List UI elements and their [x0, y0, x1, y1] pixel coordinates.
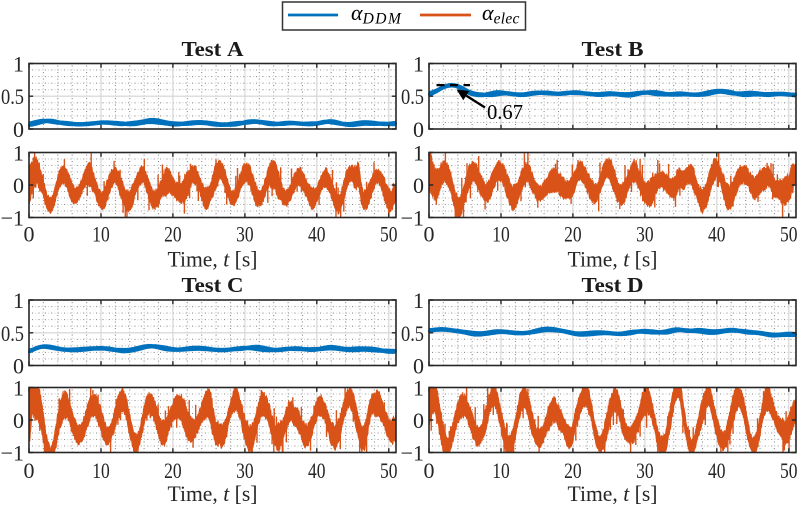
svg-text:0.5: 0.5 — [401, 84, 424, 109]
svg-text:−1: −1 — [401, 441, 424, 466]
svg-text:Time, t [s]: Time, t [s] — [168, 481, 258, 506]
svg-text:0.67: 0.67 — [487, 100, 523, 124]
svg-text:1: 1 — [413, 141, 424, 166]
svg-text:1: 1 — [13, 52, 24, 77]
svg-text:20: 20 — [164, 458, 182, 483]
svg-text:0: 0 — [413, 408, 424, 433]
svg-text:1: 1 — [13, 141, 24, 166]
svg-text:1: 1 — [13, 376, 24, 401]
svg-text:20: 20 — [164, 222, 182, 247]
svg-text:1: 1 — [413, 376, 424, 401]
svg-text:−1: −1 — [1, 441, 24, 466]
svg-text:Time, t [s]: Time, t [s] — [568, 481, 658, 506]
svg-text:0: 0 — [13, 173, 24, 198]
svg-text:Test A: Test A — [182, 37, 245, 61]
svg-text:Test C: Test C — [182, 273, 244, 297]
svg-text:10: 10 — [492, 222, 510, 247]
svg-text:30: 30 — [236, 458, 254, 483]
svg-text:40: 40 — [308, 222, 326, 247]
svg-text:10: 10 — [92, 458, 110, 483]
svg-text:40: 40 — [708, 222, 726, 247]
svg-text:50: 50 — [780, 458, 798, 483]
svg-text:1: 1 — [13, 288, 24, 313]
svg-text:30: 30 — [636, 458, 654, 483]
svg-text:1: 1 — [413, 52, 424, 77]
svg-text:1: 1 — [413, 288, 424, 313]
svg-text:0: 0 — [24, 458, 35, 483]
svg-text:50: 50 — [380, 222, 398, 247]
svg-text:0: 0 — [13, 408, 24, 433]
svg-text:50: 50 — [780, 222, 798, 247]
svg-text:30: 30 — [236, 222, 254, 247]
svg-text:Time, t [s]: Time, t [s] — [168, 247, 258, 272]
svg-text:Test D: Test D — [582, 273, 644, 297]
svg-text:Test B: Test B — [582, 37, 644, 61]
svg-text:30: 30 — [636, 222, 654, 247]
svg-text:10: 10 — [92, 222, 110, 247]
svg-text:40: 40 — [708, 458, 726, 483]
svg-text:−1: −1 — [1, 206, 24, 231]
svg-text:0.5: 0.5 — [401, 321, 424, 346]
svg-text:50: 50 — [380, 458, 398, 483]
svg-text:0: 0 — [13, 117, 24, 142]
svg-text:0: 0 — [413, 117, 424, 142]
svg-text:−1: −1 — [401, 206, 424, 231]
svg-text:40: 40 — [308, 458, 326, 483]
svg-text:0.5: 0.5 — [1, 321, 24, 346]
svg-text:0: 0 — [424, 458, 435, 483]
svg-text:0: 0 — [413, 173, 424, 198]
svg-text:10: 10 — [492, 458, 510, 483]
svg-text:0.5: 0.5 — [1, 84, 24, 109]
svg-text:Time, t [s]: Time, t [s] — [568, 247, 658, 272]
svg-text:0: 0 — [13, 354, 24, 379]
svg-text:20: 20 — [564, 222, 582, 247]
svg-text:0: 0 — [424, 222, 435, 247]
svg-text:0: 0 — [413, 354, 424, 379]
svg-text:20: 20 — [564, 458, 582, 483]
svg-text:0: 0 — [24, 222, 35, 247]
